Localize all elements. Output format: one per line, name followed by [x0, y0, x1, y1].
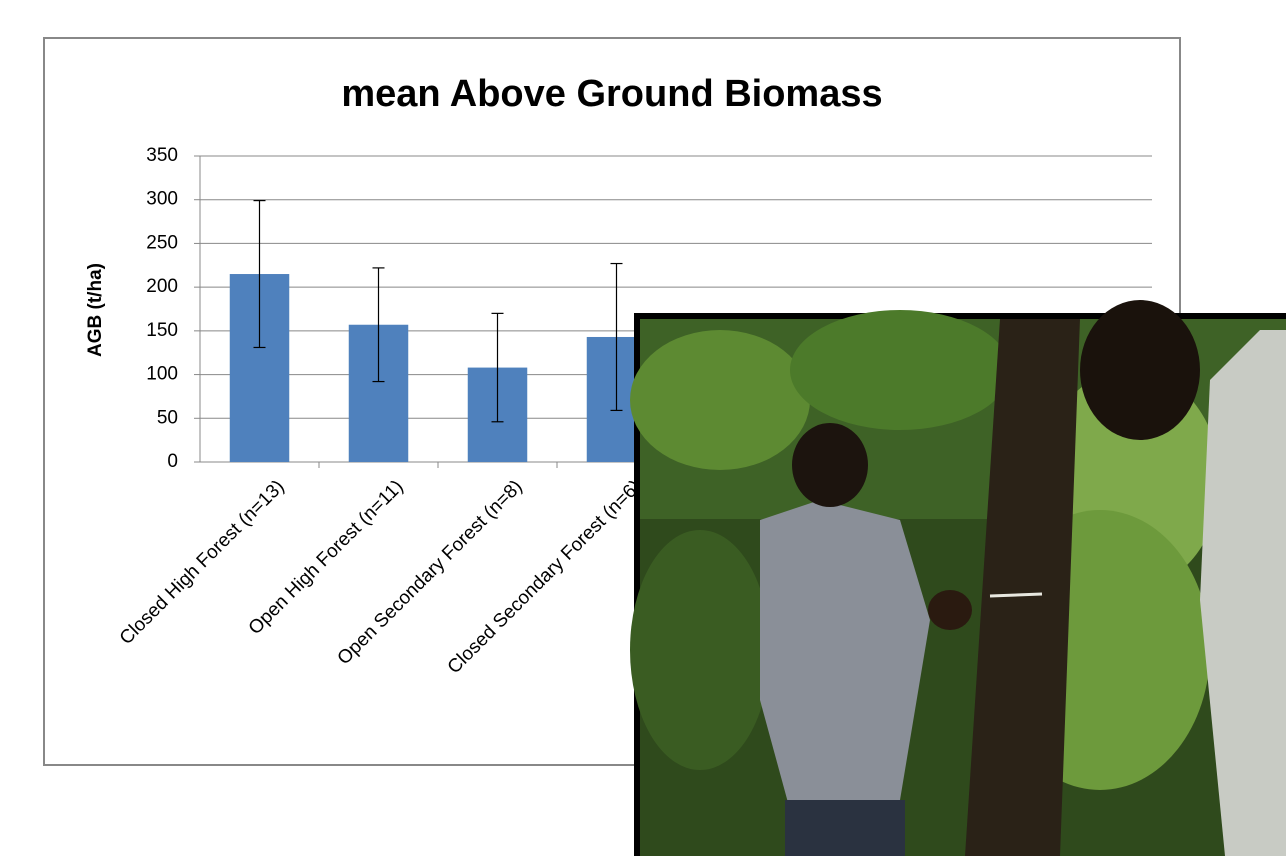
y-tick-label: 300	[146, 189, 178, 210]
y-tick-label: 100	[146, 364, 178, 385]
y-tick-label: 200	[146, 276, 178, 297]
y-tick-label: 150	[146, 320, 178, 341]
chart-title: mean Above Ground Biomass	[341, 73, 882, 115]
y-tick-label: 250	[146, 232, 178, 253]
y-tick-label: 50	[157, 407, 178, 428]
y-tick-label: 350	[146, 145, 178, 166]
y-tick-label: 0	[167, 451, 178, 472]
y-axis-label: AGB (t/ha)	[85, 263, 106, 357]
